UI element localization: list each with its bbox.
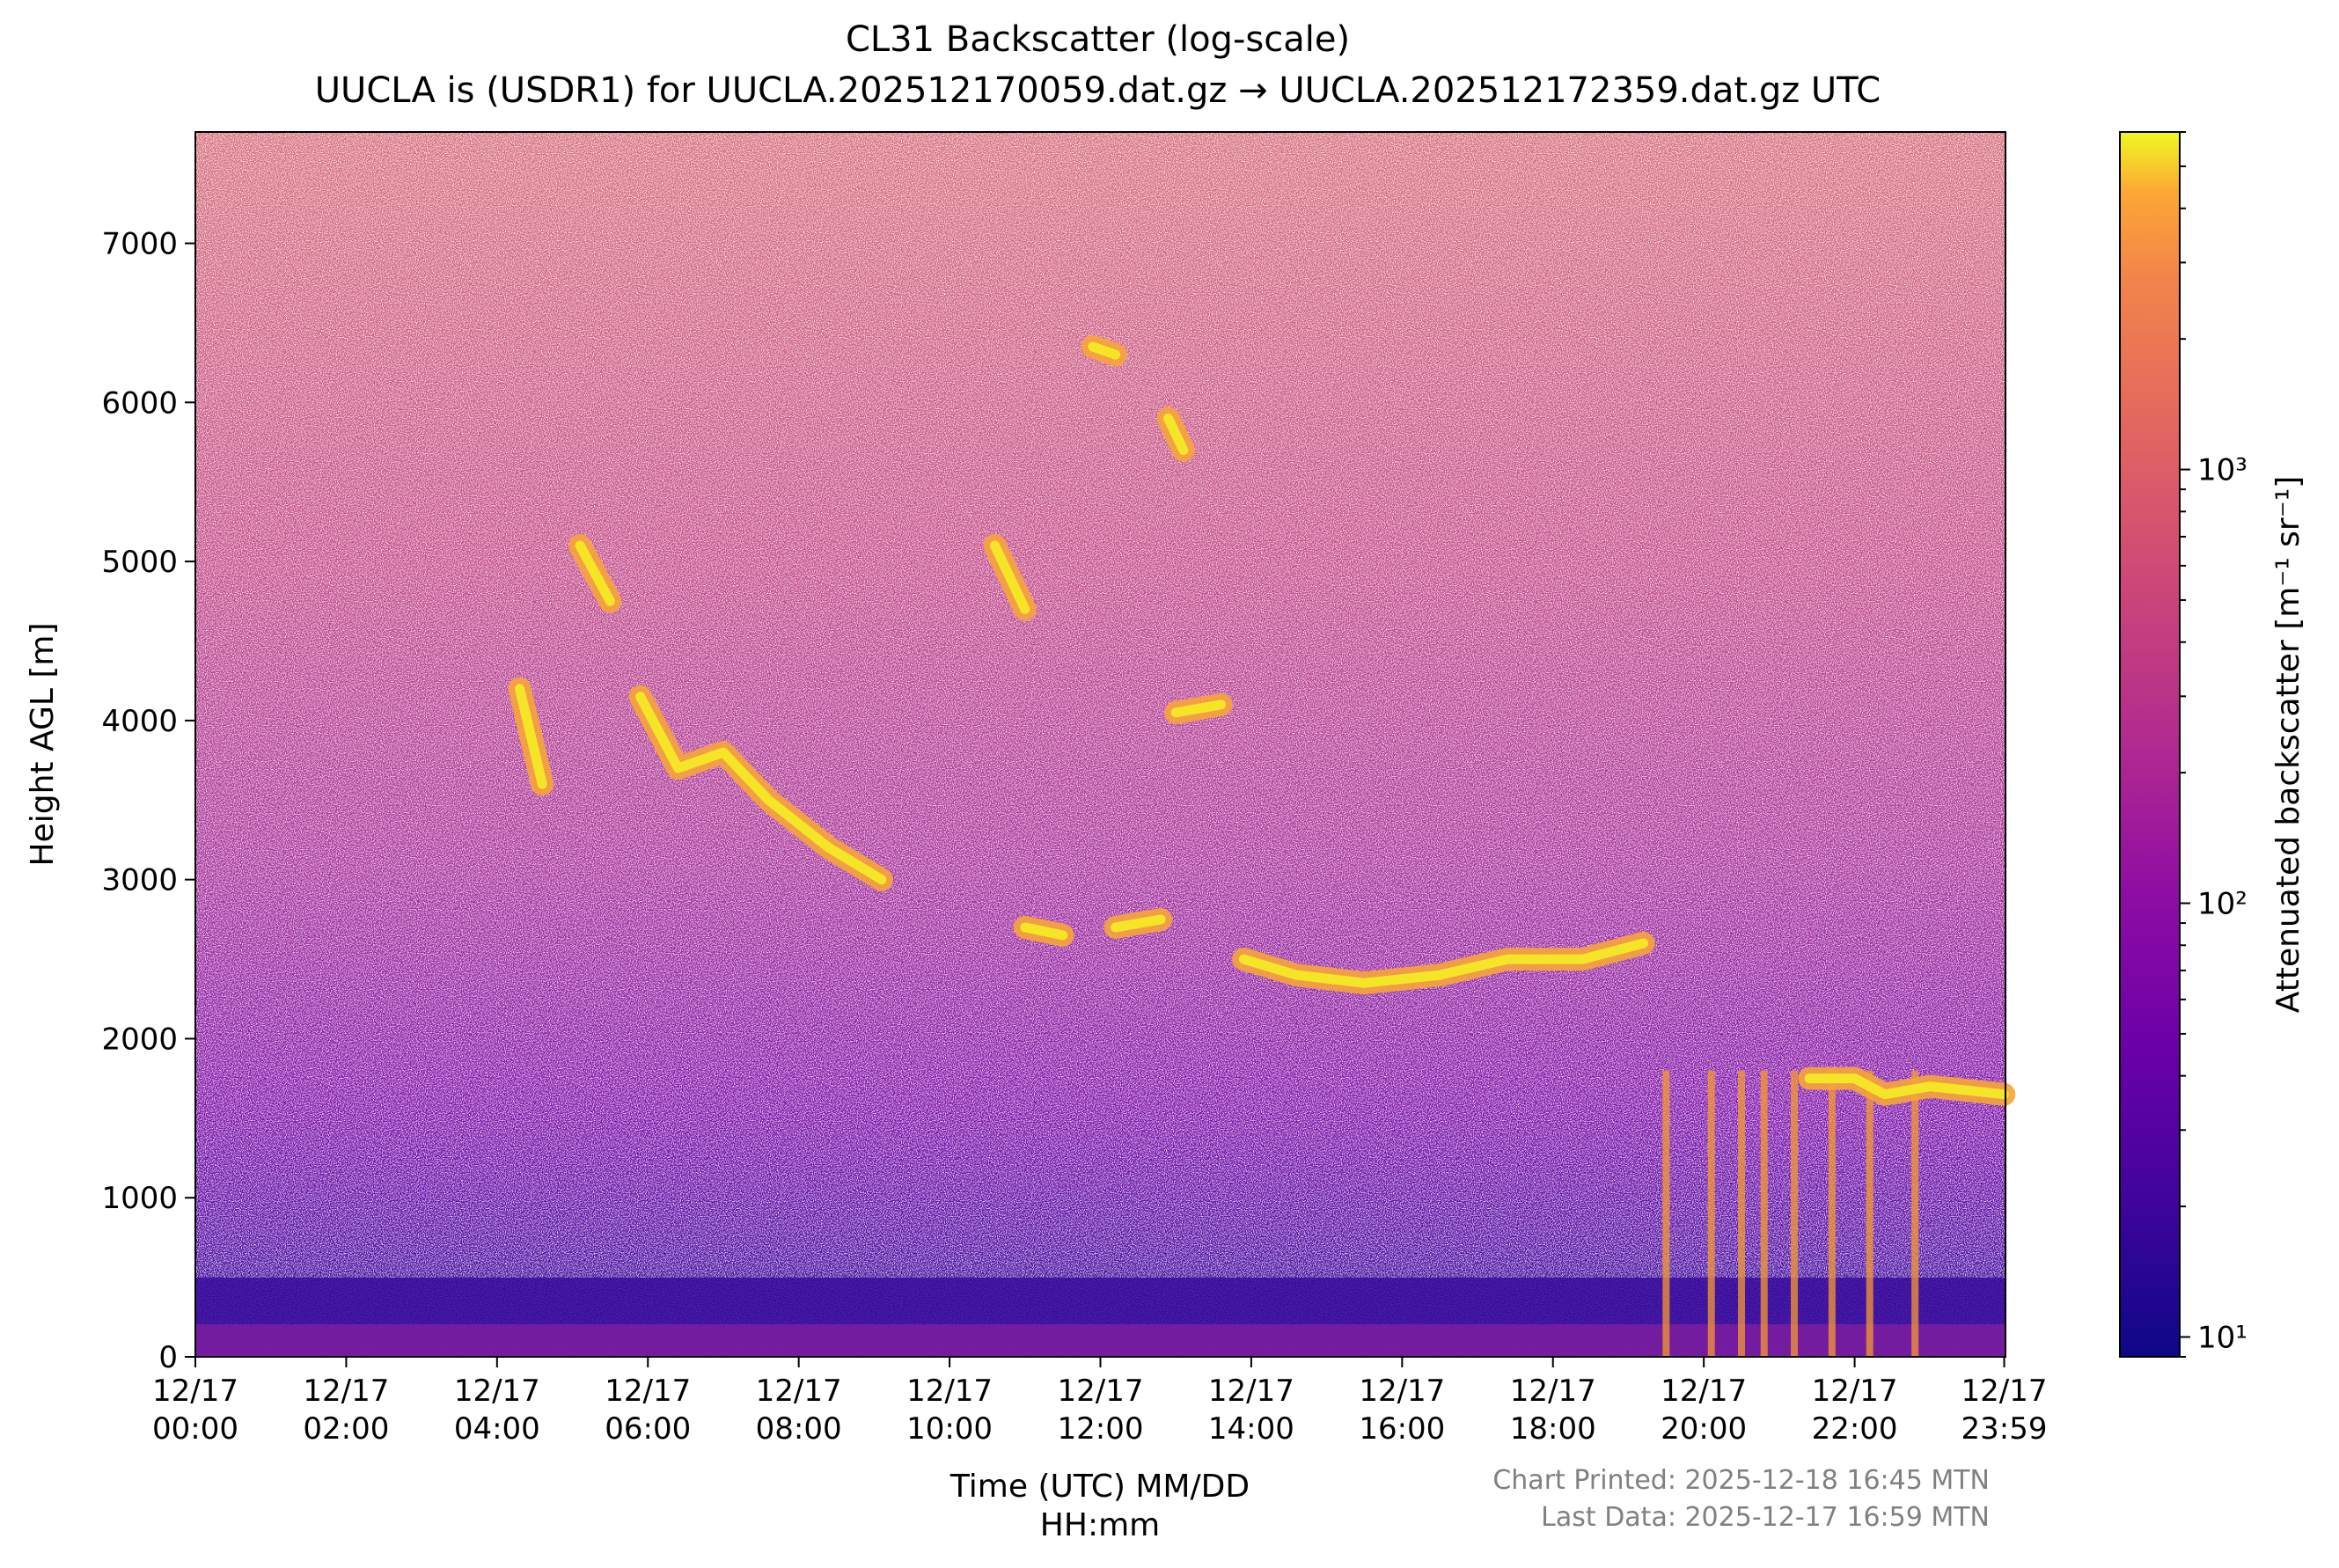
x-tick-time: 18:00 <box>1510 1411 1596 1447</box>
heatmap-speckle <box>195 132 2005 1357</box>
cloud-feature <box>990 540 1030 614</box>
x-axis-label: Time (UTC) MM/DD HH:mm <box>920 1468 1280 1545</box>
x-tick-time: 02:00 <box>303 1411 389 1447</box>
x-tick-date: 12/17 <box>454 1374 540 1409</box>
x-tick-time: 22:00 <box>1812 1411 1898 1447</box>
colorbar-label: Attenuated backscatter [m⁻¹ sr⁻¹] <box>2270 476 2306 1013</box>
y-tick-label: 5000 <box>101 545 178 580</box>
cloud-feature <box>575 540 615 606</box>
cloud-feature <box>1163 413 1189 456</box>
colorbar-tick-label: 10¹ <box>2197 1320 2247 1355</box>
x-tick-date: 12/17 <box>1812 1374 1898 1409</box>
x-tick-time: 06:00 <box>605 1411 691 1447</box>
chart-subtitle: UUCLA is (USDR1) for UUCLA.202512170059.… <box>314 70 1881 111</box>
x-tick-time: 08:00 <box>756 1411 842 1447</box>
x-tick-time: 10:00 <box>906 1411 993 1447</box>
colorbar: 10¹ 10² 10³ Attenuated backscatter [m⁻¹ sr… <box>2119 131 2306 1358</box>
fallstreak <box>1866 1070 1873 1357</box>
colorbar-gradient <box>2119 131 2181 1358</box>
colorbar-tick-label: 10³ <box>2197 453 2247 488</box>
x-axis-label-line1: Time (UTC) MM/DD <box>950 1469 1250 1505</box>
x-tick-date: 12/17 <box>1359 1374 1445 1409</box>
y-axis-label: Height AGL [m] <box>25 623 61 867</box>
colorbar-ticks: 10¹ 10² 10³ <box>2180 131 2247 1358</box>
cloud-feature <box>1111 914 1166 933</box>
x-tick-time: 20:00 <box>1661 1411 1747 1447</box>
fallstreak <box>1911 1070 1919 1357</box>
x-tick-date: 12/17 <box>1208 1374 1294 1409</box>
y-tick-label: 0 <box>158 1340 178 1375</box>
x-tick-date: 12/17 <box>303 1374 389 1409</box>
cloud-feature <box>635 692 887 885</box>
x-tick-time: 00:00 <box>152 1411 238 1447</box>
plot-area <box>194 131 2016 1358</box>
cloud-feature <box>1170 700 1227 718</box>
x-tick-date: 12/17 <box>605 1374 691 1409</box>
cloud-feature <box>515 684 547 789</box>
last-data-note: Last Data: 2025-12-17 16:59 MTN <box>1541 1502 1990 1533</box>
colorbar-tick-label: 10² <box>2197 887 2247 922</box>
surface-glow <box>195 1324 2005 1357</box>
y-tick-label: 2000 <box>101 1022 178 1057</box>
x-axis: 12/1700:0012/1702:0012/1704:0012/1706:00… <box>152 1357 2048 1447</box>
x-tick-time: 14:00 <box>1208 1411 1294 1447</box>
x-tick-date: 12/17 <box>1961 1374 2048 1409</box>
fallstreak <box>1662 1070 1670 1357</box>
x-tick-date: 12/17 <box>1058 1374 1144 1409</box>
fallstreak <box>1791 1070 1799 1357</box>
x-axis-label-line2: HH:mm <box>1039 1507 1161 1543</box>
y-axis: 0 1000 2000 3000 4000 5000 6000 7000 <box>101 227 195 1375</box>
x-tick-date: 12/17 <box>152 1374 238 1409</box>
fallstreak <box>1707 1070 1715 1357</box>
cloud-feature <box>1088 341 1121 360</box>
x-tick-date: 12/17 <box>1510 1374 1596 1409</box>
y-tick-label: 6000 <box>101 385 178 421</box>
y-tick-label: 3000 <box>101 863 178 898</box>
x-tick-date: 12/17 <box>1661 1374 1747 1409</box>
x-tick-time: 16:00 <box>1359 1411 1445 1447</box>
y-tick-label: 4000 <box>101 704 178 739</box>
cloud-features <box>508 335 2016 1357</box>
cloud-feature <box>1804 1073 2009 1100</box>
x-tick-date: 12/17 <box>756 1374 842 1409</box>
cloud-feature <box>1238 938 1649 988</box>
x-tick-time: 23:59 <box>1961 1411 2048 1447</box>
x-tick-time: 12:00 <box>1058 1411 1144 1447</box>
chart-printed-note: Chart Printed: 2025-12-18 16:45 MTN <box>1492 1465 1990 1496</box>
cloud-feature <box>1020 922 1068 941</box>
y-tick-label: 7000 <box>101 227 178 262</box>
fallstreak <box>1828 1070 1836 1357</box>
fallstreak <box>1738 1070 1746 1357</box>
x-tick-time: 04:00 <box>454 1411 540 1447</box>
y-tick-label: 1000 <box>101 1181 178 1216</box>
fallstreak <box>1760 1070 1768 1357</box>
x-tick-date: 12/17 <box>906 1374 993 1409</box>
chart-title: CL31 Backscatter (log-scale) <box>845 19 1351 60</box>
